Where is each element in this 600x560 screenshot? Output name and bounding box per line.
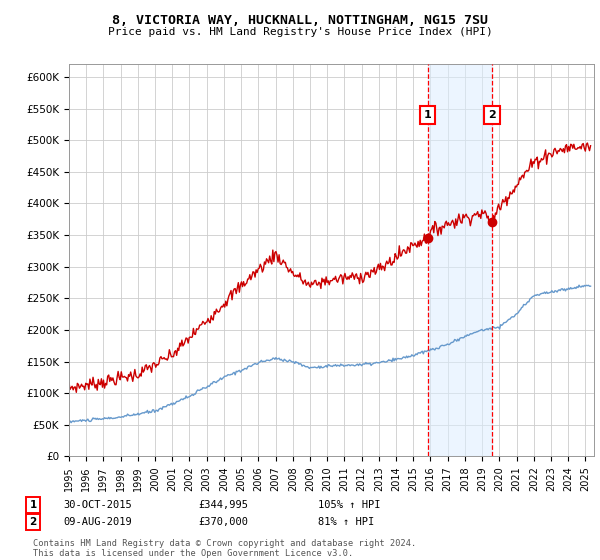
Bar bbox=[428, 64, 492, 456]
Text: 2: 2 bbox=[29, 517, 37, 527]
Text: 2: 2 bbox=[488, 110, 496, 120]
Text: 1: 1 bbox=[29, 500, 37, 510]
Text: Contains HM Land Registry data © Crown copyright and database right 2024.
This d: Contains HM Land Registry data © Crown c… bbox=[33, 539, 416, 558]
Text: 8, VICTORIA WAY, HUCKNALL, NOTTINGHAM, NG15 7SU: 8, VICTORIA WAY, HUCKNALL, NOTTINGHAM, N… bbox=[112, 14, 488, 27]
Text: £344,995: £344,995 bbox=[198, 500, 248, 510]
Text: 105% ↑ HPI: 105% ↑ HPI bbox=[318, 500, 380, 510]
Text: Price paid vs. HM Land Registry's House Price Index (HPI): Price paid vs. HM Land Registry's House … bbox=[107, 27, 493, 37]
Text: 09-AUG-2019: 09-AUG-2019 bbox=[63, 517, 132, 527]
Text: £370,000: £370,000 bbox=[198, 517, 248, 527]
Text: 30-OCT-2015: 30-OCT-2015 bbox=[63, 500, 132, 510]
Text: 81% ↑ HPI: 81% ↑ HPI bbox=[318, 517, 374, 527]
Text: 1: 1 bbox=[424, 110, 431, 120]
